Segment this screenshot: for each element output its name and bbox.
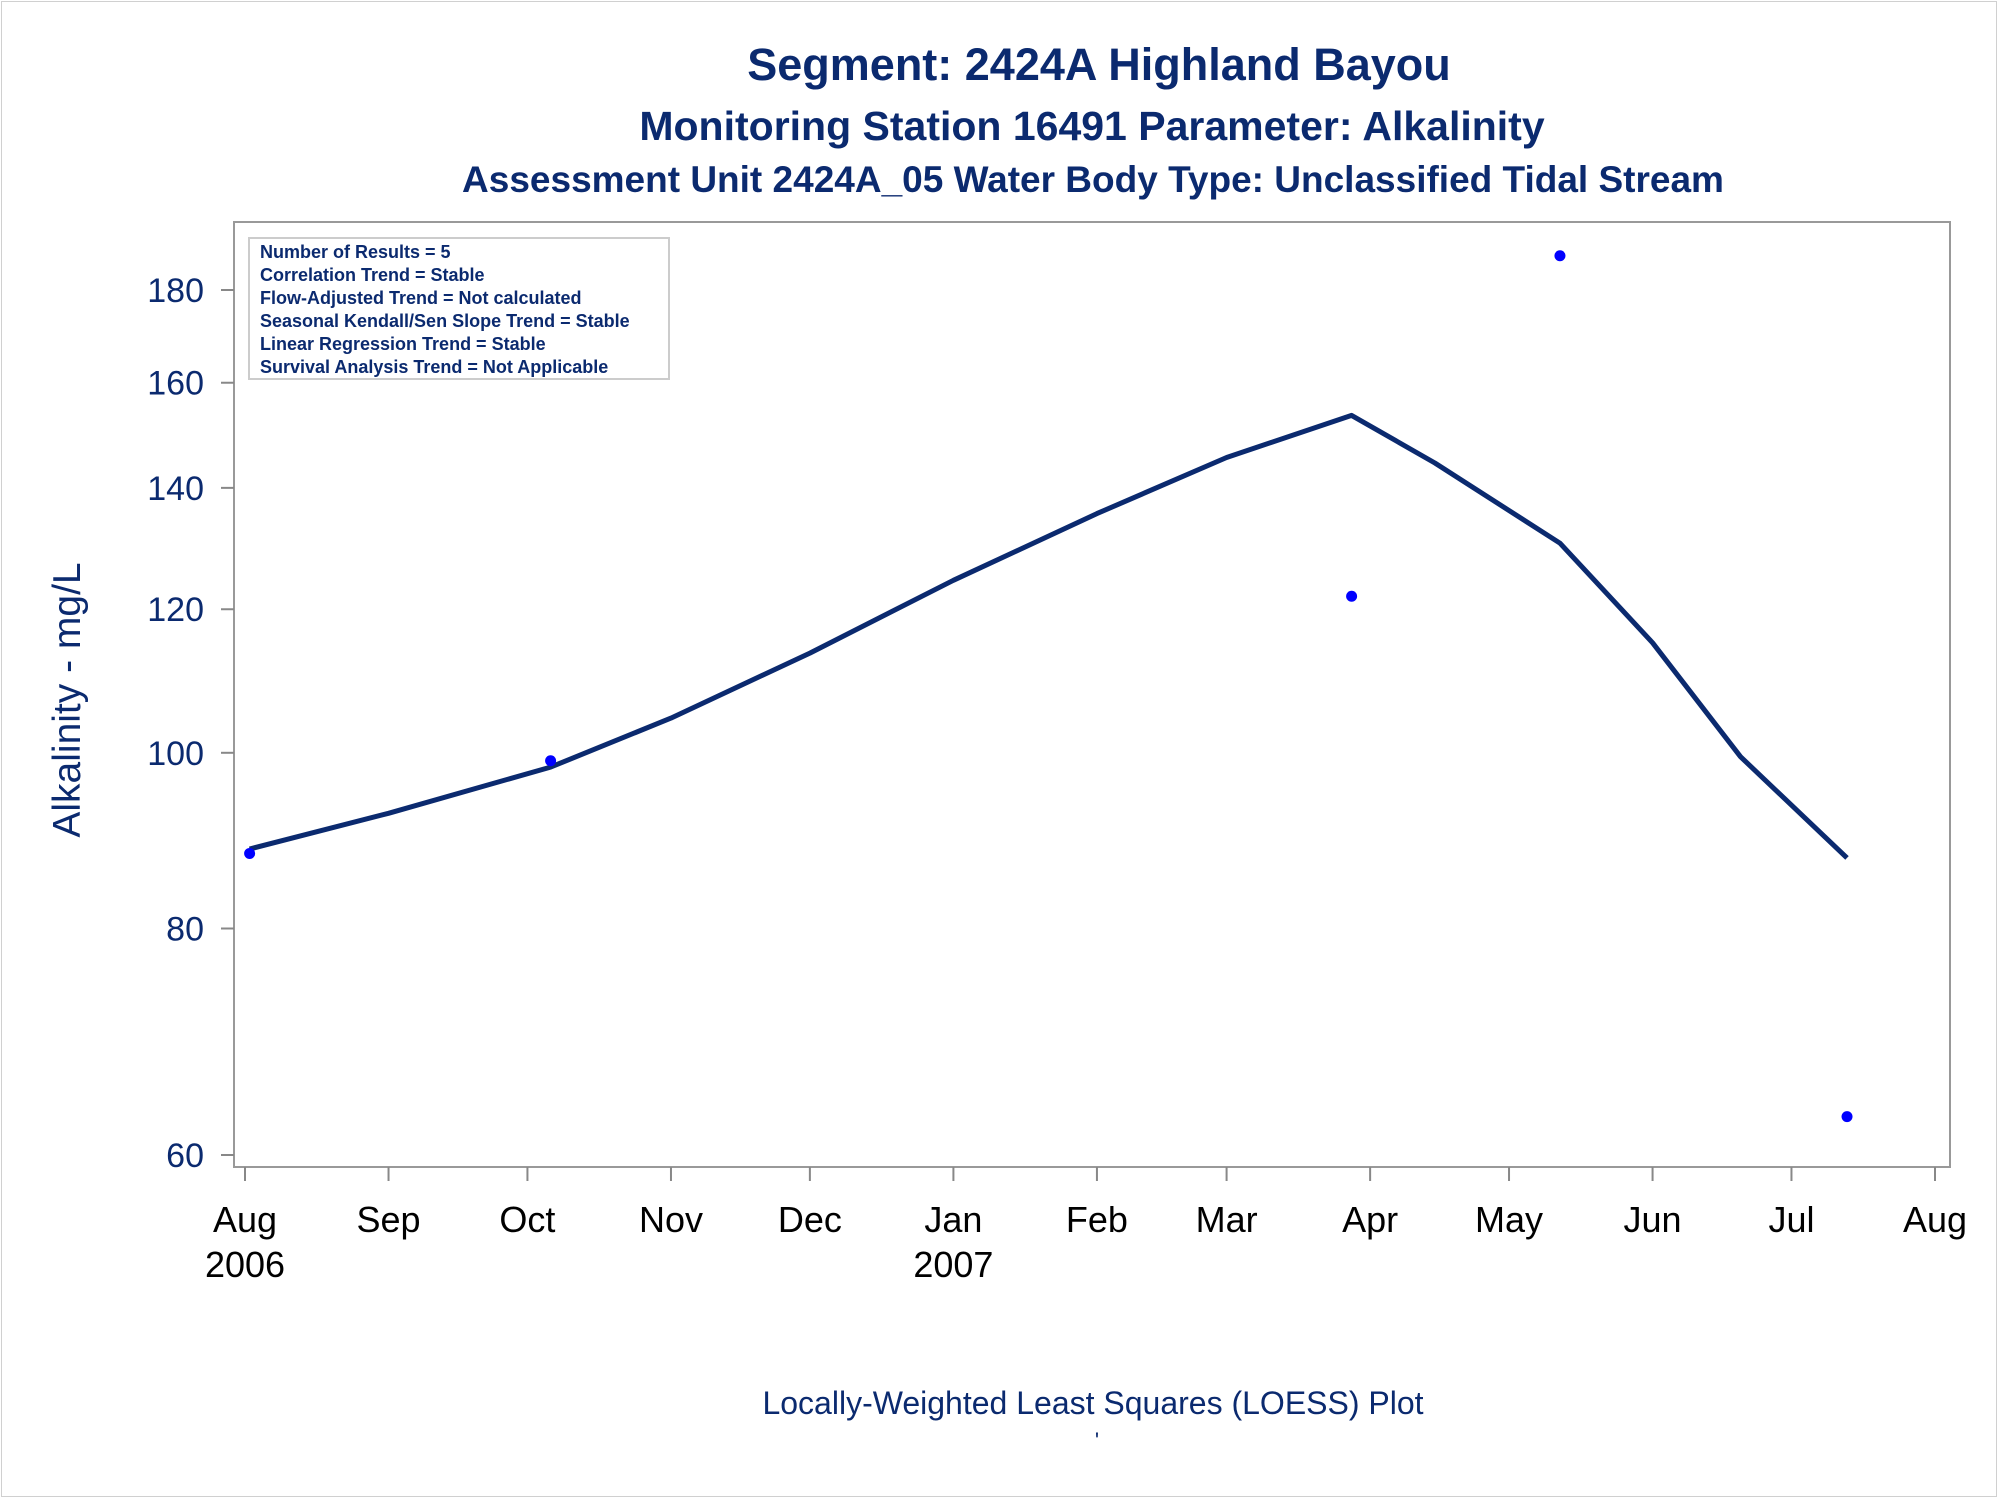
legend-line-linear-regression: Linear Regression Trend = Stable — [260, 334, 546, 354]
data-point — [545, 755, 557, 767]
y-tick-label: 60 — [166, 1137, 204, 1175]
y-tick-label: 80 — [166, 910, 204, 948]
legend-line-survival: Survival Analysis Trend = Not Applicable — [260, 357, 608, 377]
legend-line-seasonal-kendall: Seasonal Kendall/Sen Slope Trend = Stabl… — [260, 311, 630, 331]
y-tick-label: 180 — [147, 272, 204, 310]
x-tick-label: Aug — [1903, 1199, 1967, 1240]
x-tick-year-label: 2006 — [205, 1244, 285, 1285]
chart-title: Segment: 2424A Highland Bayou — [747, 39, 1450, 90]
x-tick-label: Jun — [1624, 1199, 1682, 1240]
x-tick-label: Aug — [213, 1199, 277, 1240]
chart-subtitle-2: Assessment Unit 2424A_05 Water Body Type… — [462, 159, 1724, 200]
legend-line-results: Number of Results = 5 — [260, 242, 451, 262]
x-tick-year-label: 2007 — [913, 1244, 993, 1285]
loess-line — [248, 412, 1849, 860]
legend-box: Number of Results = 5 Correlation Trend … — [248, 237, 670, 380]
chart-subtitle: Monitoring Station 16491 Parameter: Alka… — [639, 103, 1544, 149]
data-point — [1554, 250, 1566, 262]
legend-line-correlation: Correlation Trend = Stable — [260, 265, 485, 285]
x-tick-label: Jul — [1768, 1199, 1814, 1240]
y-tick-label: 140 — [147, 470, 204, 508]
chart-marks — [244, 250, 1853, 1123]
x-tick-label: Jan — [924, 1199, 982, 1240]
x-tick-label: Dec — [778, 1199, 842, 1240]
x-tick-label: Feb — [1066, 1199, 1128, 1240]
data-point — [1346, 590, 1358, 602]
y-tick-label: 120 — [147, 591, 204, 629]
x-tick-label: Oct — [499, 1199, 555, 1240]
legend-line-flow-adjusted: Flow-Adjusted Trend = Not calculated — [260, 288, 582, 308]
chart-footnote: Locally-Weighted Least Squares (LOESS) P… — [762, 1385, 1423, 1421]
y-tick-label: 160 — [147, 365, 204, 403]
y-tick-label: 100 — [147, 735, 204, 773]
chart-footnote-mark: ' — [1095, 1428, 1099, 1453]
data-point — [244, 847, 256, 859]
x-tick-label: Mar — [1196, 1199, 1258, 1240]
x-tick-label: May — [1475, 1199, 1543, 1240]
legend-frame — [248, 237, 670, 380]
y-axis-label: Alkalinity - mg/L — [46, 562, 89, 837]
y-axis: 60 80 100 120 140 160 180 — [147, 222, 235, 1175]
data-point — [1841, 1111, 1853, 1123]
x-tick-label: Sep — [357, 1199, 421, 1240]
x-tick-label: Apr — [1342, 1199, 1398, 1240]
x-tick-label: Nov — [639, 1199, 703, 1240]
